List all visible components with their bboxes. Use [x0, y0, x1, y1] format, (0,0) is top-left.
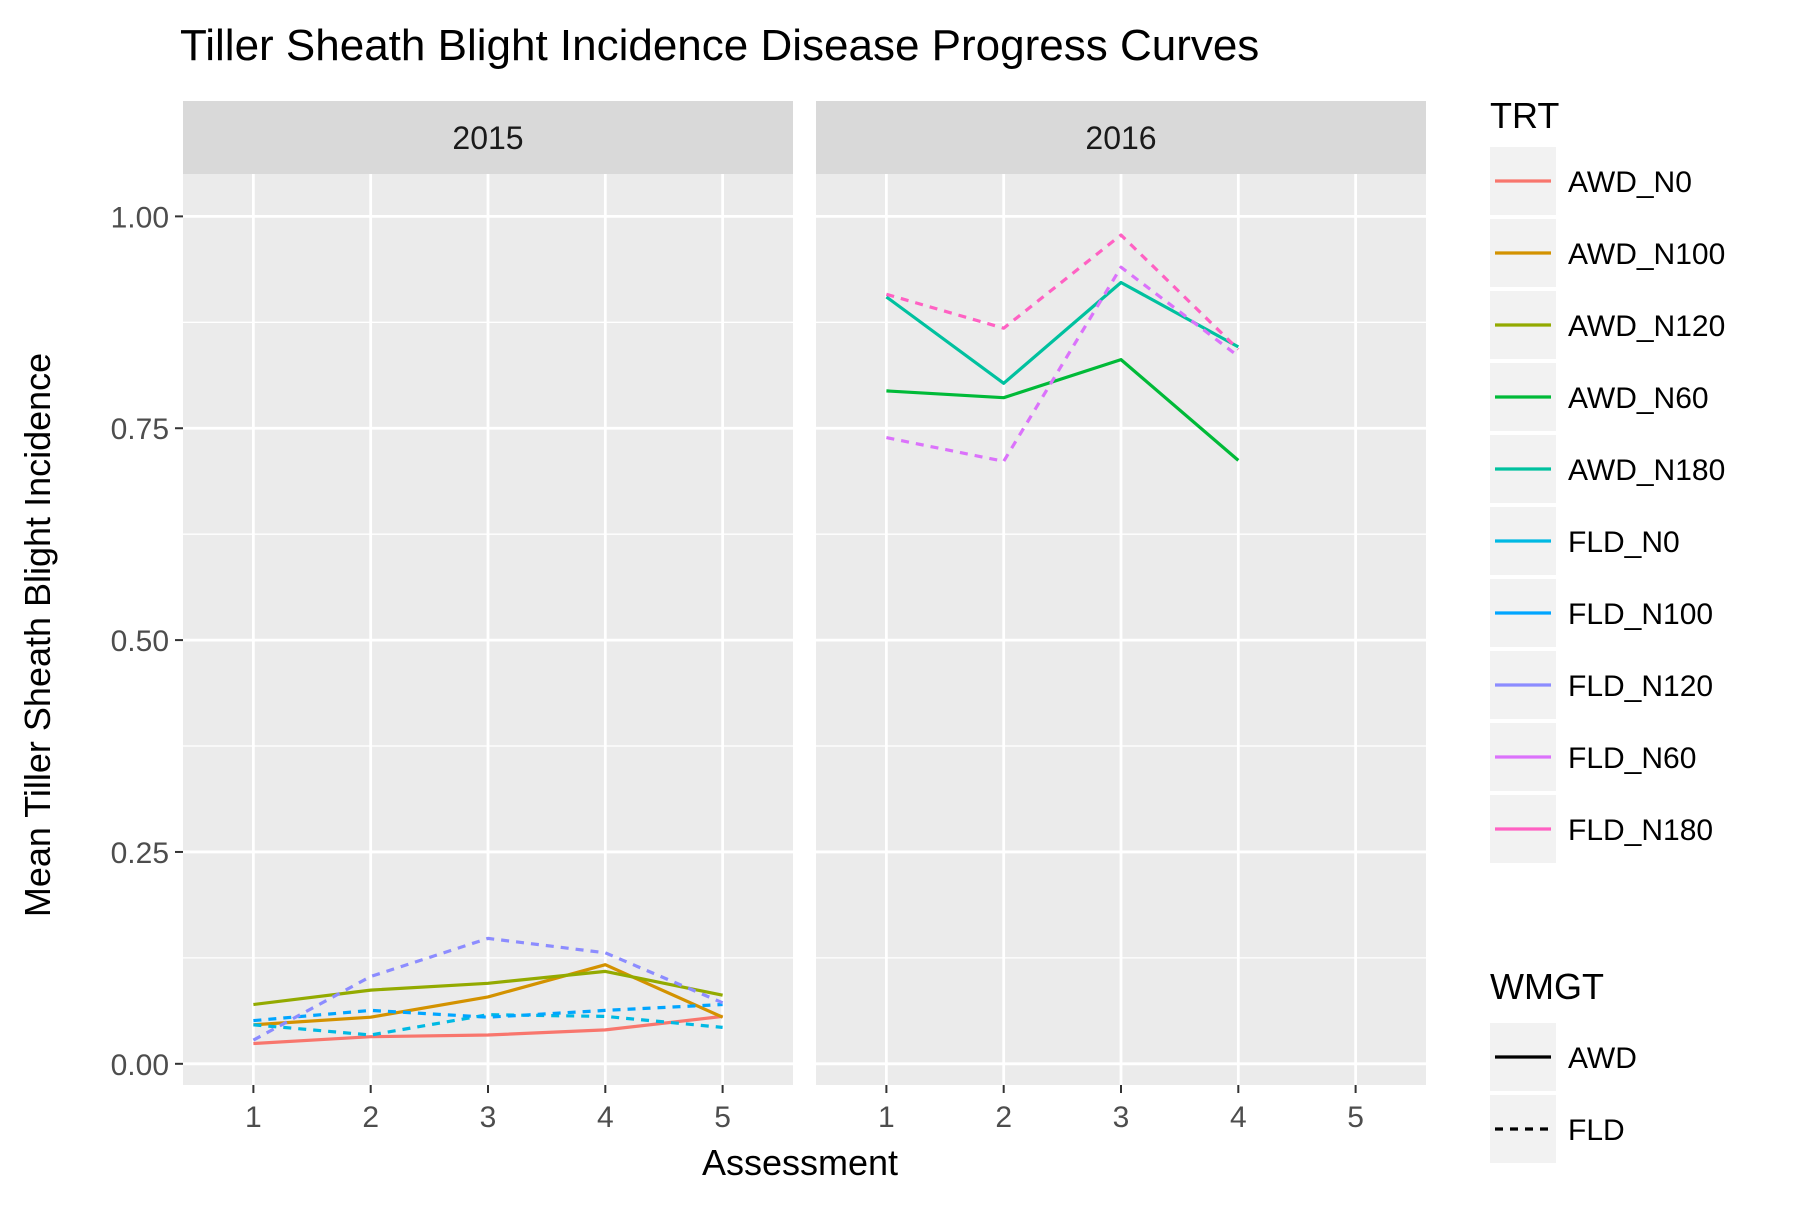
- series-line-awd-n0-2015: [253, 1014, 723, 1046]
- series-line-fld-n100-2015: [253, 1002, 723, 1023]
- y-tick-label: 0.25: [111, 837, 169, 870]
- legend-item-awd-n100: AWD_N100: [1568, 238, 1725, 271]
- x-tick-label: 2: [362, 1101, 379, 1134]
- series-line-awd-n60-2016: [886, 358, 1240, 462]
- x-tick-label: 2: [995, 1101, 1012, 1134]
- series-line-awd-n120-2015: [253, 969, 723, 1007]
- y-axis-label: Mean Tiller Sheath Blight Incidence: [17, 353, 58, 917]
- series-line-fld-n60-2016: [886, 265, 1240, 463]
- legend-item-awd: AWD: [1568, 1042, 1637, 1075]
- series-line-fld-n0-2015: [253, 1013, 723, 1037]
- legend-item-fld-n100: FLD_N100: [1568, 598, 1713, 631]
- x-tick-label: 5: [1347, 1101, 1364, 1134]
- legend-item-awd-n120: AWD_N120: [1568, 310, 1725, 343]
- legend-item-awd-n0: AWD_N0: [1568, 166, 1692, 199]
- chart-title: Tiller Sheath Blight Incidence Disease P…: [180, 21, 1259, 70]
- x-tick-label: 4: [1230, 1101, 1247, 1134]
- y-tick-label: 1.00: [111, 201, 169, 234]
- legend-item-fld-n120: FLD_N120: [1568, 670, 1713, 703]
- y-tick-label: 0.75: [111, 413, 169, 446]
- series-line-awd-n100-2015: [253, 963, 724, 1027]
- facet-label-2016: 2016: [1085, 120, 1156, 156]
- legend-item-fld: FLD: [1568, 1114, 1625, 1147]
- x-tick-label: 4: [597, 1101, 614, 1134]
- legend-item-awd-n180: AWD_N180: [1568, 454, 1725, 487]
- series-line-awd-n180-2016: [885, 280, 1240, 385]
- y-tick-label: 0.50: [111, 625, 169, 658]
- legend-item-fld-n180: FLD_N180: [1568, 814, 1713, 847]
- facet-strip-2015: [183, 101, 793, 174]
- plot-area: 2015 1 2 3 4 5 0.00 0.25 0.50 0.75 1.00 2016 1 2 3 4 5: [111, 101, 1426, 1134]
- legend-item-awd-n60: AWD_N60: [1568, 382, 1709, 415]
- x-tick-label: 1: [878, 1101, 895, 1134]
- x-tick-label: 3: [480, 1101, 497, 1134]
- legend-item-fld-n0: FLD_N0: [1568, 526, 1680, 559]
- x-tick-label: 1: [245, 1101, 262, 1134]
- series-line-fld-n120-2015: [252, 936, 724, 1042]
- x-tick-label: 3: [1113, 1101, 1130, 1134]
- series-line-fld-n180-2016: [885, 233, 1240, 351]
- legend-item-fld-n60: FLD_N60: [1568, 742, 1696, 775]
- x-tick-label: 5: [714, 1101, 731, 1134]
- facet-strip-2016: [816, 101, 1426, 174]
- facet-label-2015: 2015: [452, 120, 523, 156]
- legend: TRT AWD_N0 AWD_N100 AWD_N120 AWD_N60 AWD_N180…: [1490, 95, 1725, 1163]
- x-axis-label: Assessment: [702, 1142, 898, 1183]
- legend-title-trt: TRT: [1490, 95, 1559, 136]
- y-tick-label: 0.00: [111, 1049, 169, 1082]
- legend-title-wmgt: WMGT: [1490, 966, 1604, 1007]
